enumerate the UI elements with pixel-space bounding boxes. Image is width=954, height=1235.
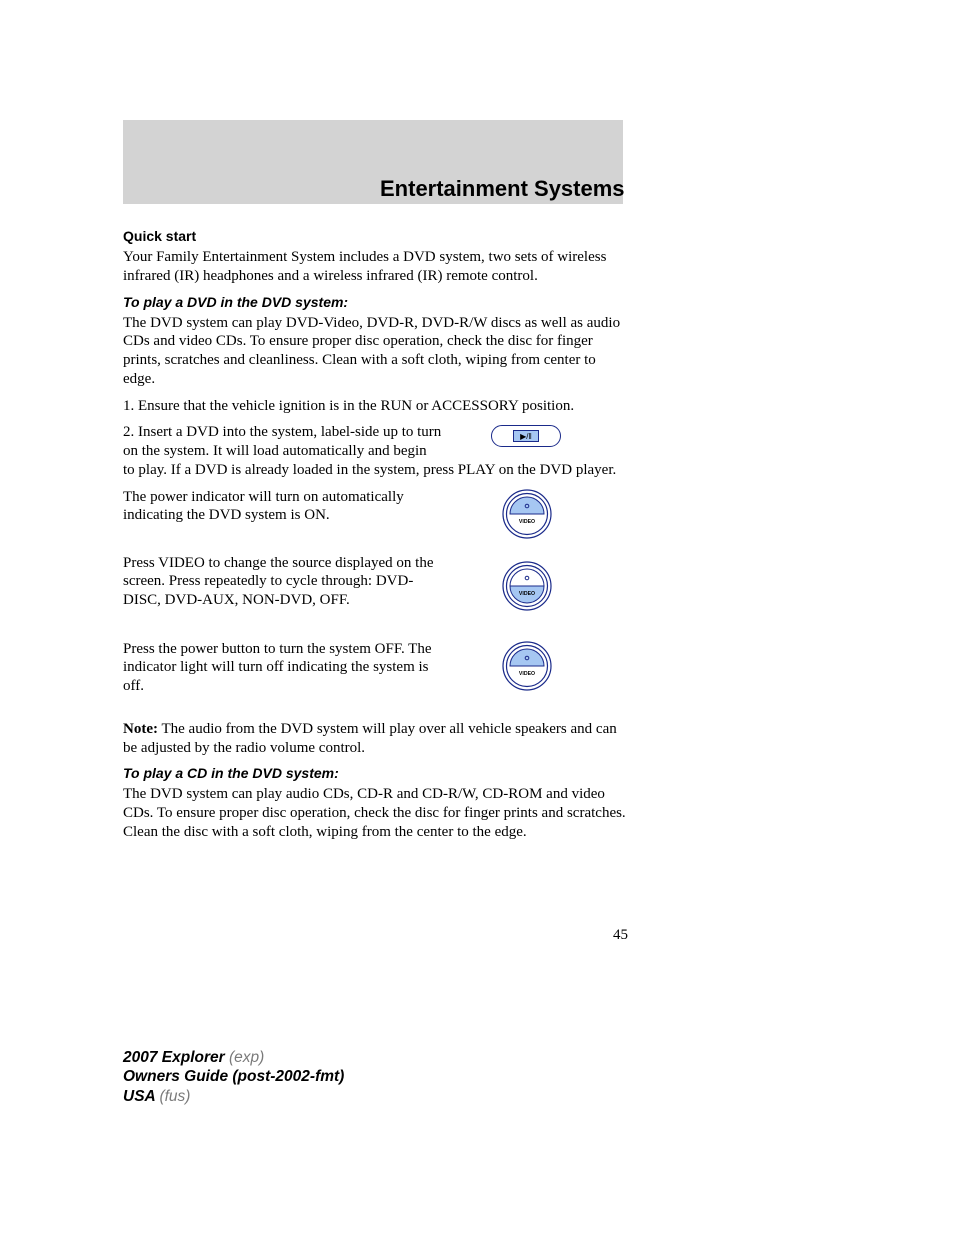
footer-l3-bold: USA <box>123 1088 159 1105</box>
section-title: Entertainment Systems <box>380 176 625 202</box>
page-number: 45 <box>613 927 628 944</box>
power-row: The power indicator will turn on automat… <box>123 488 628 548</box>
step2-row: 2. Insert a DVD into the system, label-s… <box>123 423 628 461</box>
note-label: Note: <box>123 721 158 737</box>
video-button-icon-3: VIDEO <box>501 640 553 692</box>
play-pause-glyph: ▶/‖ <box>513 430 539 442</box>
play-cd-para1: The DVD system can play audio CDs, CD-R … <box>123 785 628 841</box>
play-dvd-video-para: Press VIDEO to change the source display… <box>123 554 443 610</box>
play-dvd-step2a: 2. Insert a DVD into the system, label-s… <box>123 423 443 461</box>
video-label-3: VIDEO <box>519 671 535 677</box>
note-text: The audio from the DVD system will play … <box>123 721 617 756</box>
footer-l1-bold: 2007 Explorer <box>123 1049 229 1066</box>
footer-line-3: USA (fus) <box>123 1087 344 1106</box>
video-button-icon-1: VIDEO <box>501 488 553 540</box>
page-root: Entertainment Systems Quick start Your F… <box>0 0 954 1235</box>
play-cd-heading: To play a CD in the DVD system: <box>123 765 628 781</box>
content-area: Quick start Your Family Entertainment Sy… <box>123 222 628 850</box>
footer-l2-bold: Owners Guide (post-2002-fmt) <box>123 1068 344 1085</box>
note-paragraph: Note: The audio from the DVD system will… <box>123 720 628 758</box>
play-dvd-off-para: Press the power button to turn the syste… <box>123 640 443 696</box>
video-label-1: VIDEO <box>519 519 535 525</box>
footer-l1-light: (exp) <box>229 1049 264 1066</box>
video-row: Press VIDEO to change the source display… <box>123 554 628 640</box>
play-dvd-para1: The DVD system can play DVD-Video, DVD-R… <box>123 314 628 389</box>
play-dvd-step1: 1. Ensure that the vehicle ignition is i… <box>123 397 628 416</box>
off-row: Press the power button to turn the syste… <box>123 640 628 704</box>
quick-start-intro: Your Family Entertainment System include… <box>123 248 628 286</box>
play-pause-button-icon: ▶/‖ <box>491 425 561 447</box>
play-dvd-heading: To play a DVD in the DVD system: <box>123 294 628 310</box>
quick-start-heading: Quick start <box>123 228 628 244</box>
play-dvd-step2b: to play. If a DVD is already loaded in t… <box>123 461 628 480</box>
footer-line-1: 2007 Explorer (exp) <box>123 1048 344 1067</box>
footer-line-2: Owners Guide (post-2002-fmt) <box>123 1067 344 1086</box>
footer-l3-light: (fus) <box>159 1088 190 1105</box>
footer: 2007 Explorer (exp) Owners Guide (post-2… <box>123 1048 344 1106</box>
video-button-icon-2: VIDEO <box>501 560 553 612</box>
play-dvd-power-para: The power indicator will turn on automat… <box>123 488 443 526</box>
video-label-2: VIDEO <box>519 591 535 597</box>
